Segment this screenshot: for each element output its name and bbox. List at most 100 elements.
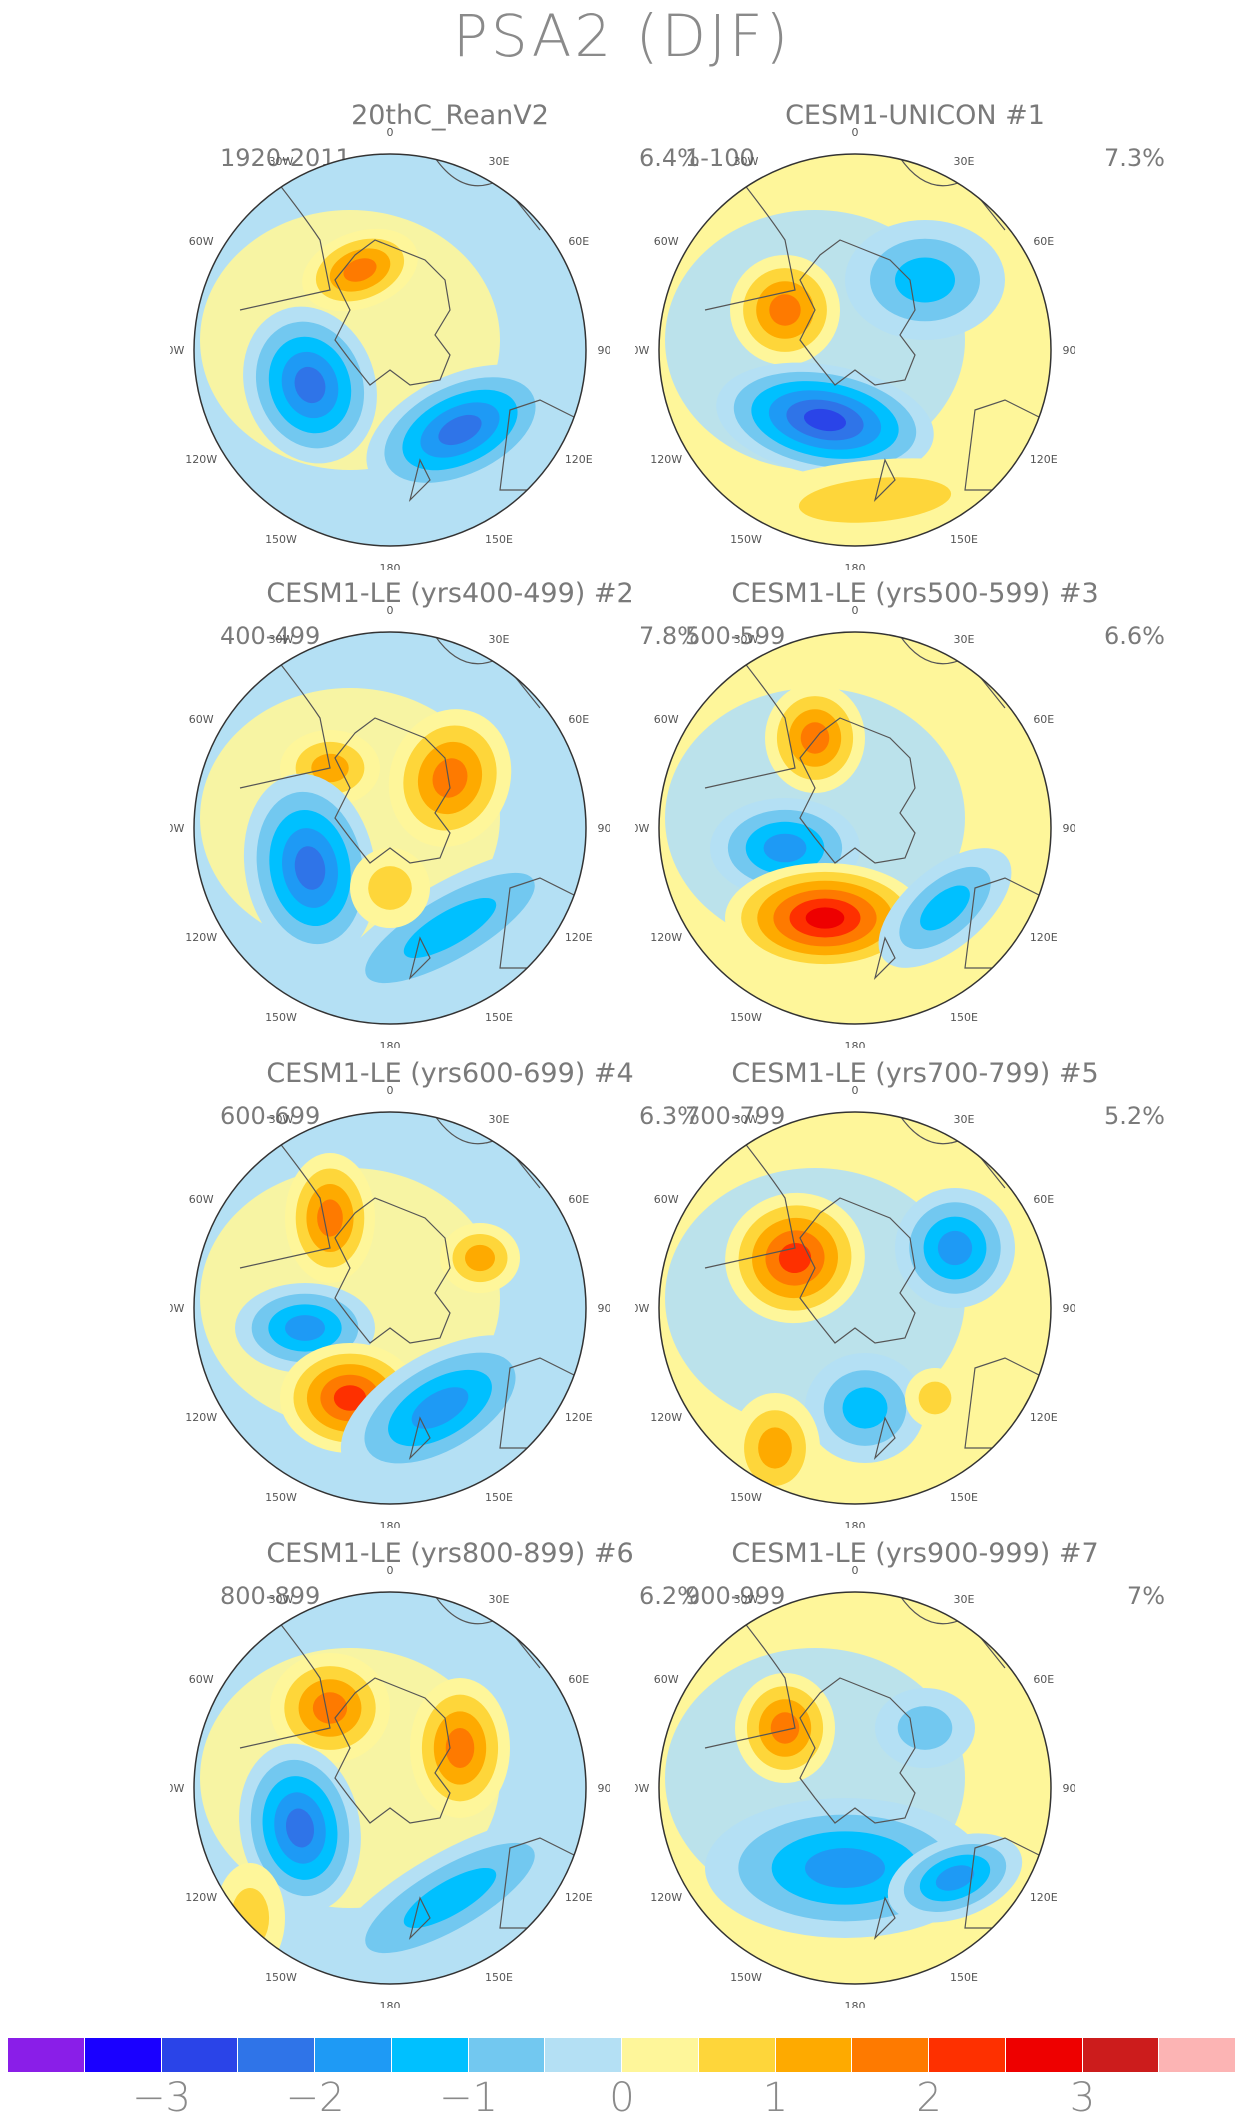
longitude-label: 30E xyxy=(489,1593,510,1606)
longitude-label: 30W xyxy=(269,1593,294,1606)
longitude-label: 120E xyxy=(565,1891,593,1904)
longitude-label: 60W xyxy=(654,1193,679,1206)
longitude-label: 90E xyxy=(1063,822,1075,835)
longitude-label: 120E xyxy=(565,1411,593,1424)
antarctica-outline xyxy=(799,717,916,864)
longitude-label: 150E xyxy=(950,1011,978,1024)
negative-anomaly xyxy=(842,1387,888,1429)
new-zealand-outline xyxy=(873,1896,896,1940)
longitude-label: 120W xyxy=(185,453,217,466)
positive-anomaly xyxy=(918,1381,952,1415)
colorbar-swatch xyxy=(698,2038,775,2072)
longitude-label: 150W xyxy=(730,1491,762,1504)
map-border xyxy=(193,153,587,547)
longitude-label: 0 xyxy=(852,604,859,617)
colorbar-tick-label: 3 xyxy=(1069,2075,1096,2121)
map-border xyxy=(193,631,587,1025)
panel-title: CESM1-LE (yrs600-699) #4 xyxy=(266,1058,634,1089)
longitude-label: 30E xyxy=(489,1113,510,1126)
longitude-label: 90W xyxy=(170,344,185,357)
negative-anomaly xyxy=(920,885,970,931)
longitude-label: 30W xyxy=(734,633,759,646)
positive-anomaly xyxy=(368,866,412,910)
polar-map: 0 30E 60E 90E 120E 150E 180 150W 120W 90W 60W 30W xyxy=(170,1564,610,2008)
longitude-label: 60W xyxy=(189,1673,214,1686)
positive-anomaly xyxy=(343,258,377,282)
longitude-label: 60E xyxy=(1033,1673,1054,1686)
longitude-label: 180 xyxy=(380,2000,401,2008)
colorbar-tick-label: −1 xyxy=(439,2075,498,2121)
longitude-label: 150E xyxy=(485,1491,513,1504)
negative-anomaly xyxy=(935,1865,975,1891)
panel-percent: 7.8% xyxy=(639,622,700,650)
longitude-label: 150W xyxy=(730,1011,762,1024)
colorbar-swatch xyxy=(468,2038,545,2072)
panel-period: 500-599 xyxy=(685,622,786,650)
panel-percent: 6.2% xyxy=(639,1582,700,1610)
colorbar-swatch xyxy=(8,2038,84,2072)
longitude-label: 90W xyxy=(635,1302,650,1315)
positive-anomaly xyxy=(770,1712,800,1744)
longitude-label: 60E xyxy=(1033,1193,1054,1206)
longitude-label: 0 xyxy=(852,1084,859,1097)
negative-anomaly xyxy=(895,257,955,303)
longitude-label: 60E xyxy=(1033,713,1054,726)
longitude-label: 90E xyxy=(1063,1782,1075,1795)
negative-anomaly xyxy=(411,1387,469,1429)
longitude-label: 120E xyxy=(1030,453,1058,466)
longitude-label: 60W xyxy=(654,713,679,726)
polar-map: 0 30E 60E 90E 120E 150E 180 150W 120W 90W 60W 30W xyxy=(170,126,610,570)
positive-anomaly xyxy=(778,1242,812,1274)
map-border xyxy=(658,1111,1052,1505)
colorbar-swatch xyxy=(852,2038,928,2072)
longitude-label: 0 xyxy=(852,1564,859,1577)
longitude-label: 150W xyxy=(265,1011,297,1024)
longitude-label: 60E xyxy=(568,1193,589,1206)
figure-title: PSA2 (DJF) xyxy=(452,2,792,70)
colorbar-swatch xyxy=(1005,2038,1082,2072)
map-panel: 20thC_ReanV21920-20116.4%030E60E90E120E1… xyxy=(170,100,730,570)
map-border xyxy=(193,1591,587,1985)
colorbar-swatch xyxy=(1082,2038,1159,2072)
longitude-label: 150W xyxy=(265,1971,297,1984)
positive-anomaly xyxy=(432,758,468,798)
panel-period: 800-899 xyxy=(220,1582,321,1610)
panel-percent: 6.4% xyxy=(639,144,700,172)
longitude-label: 30W xyxy=(269,633,294,646)
colorbar-swatch xyxy=(238,2038,314,2072)
longitude-label: 120W xyxy=(185,931,217,944)
longitude-label: 60W xyxy=(654,235,679,248)
longitude-label: 0 xyxy=(387,1564,394,1577)
negative-anomaly xyxy=(285,1808,315,1848)
longitude-label: 30W xyxy=(269,1113,294,1126)
positive-anomaly xyxy=(445,1728,475,1768)
longitude-label: 150E xyxy=(950,533,978,546)
new-zealand-outline xyxy=(408,1896,431,1940)
panel-title: CESM1-LE (yrs800-899) #6 xyxy=(266,1538,634,1569)
longitude-label: 120W xyxy=(650,1411,682,1424)
longitude-label: 180 xyxy=(845,1040,866,1048)
positive-anomaly xyxy=(805,907,845,929)
polar-map: 0 30E 60E 90E 120E 150E 180 150W 120W 90W 60W 30W xyxy=(170,1084,610,1528)
map-panel: CESM1-LE (yrs500-599) #3 500-599 6.6% 0 30E 6… xyxy=(635,578,1195,1048)
panel-percent: 6.6% xyxy=(1104,622,1165,650)
longitude-label: 120W xyxy=(650,1891,682,1904)
map-panel: CESM1-LE (yrs400-499) #2 400-499 7.8% 0 30E 6… xyxy=(170,578,730,1048)
longitude-label: 90W xyxy=(635,822,650,835)
longitude-label: 30E xyxy=(489,633,510,646)
positive-anomaly xyxy=(769,294,801,326)
longitude-label: 90W xyxy=(170,1782,185,1795)
longitude-label: 0 xyxy=(387,126,394,139)
longitude-label: 120W xyxy=(185,1891,217,1904)
colorbar-swatch xyxy=(315,2038,391,2072)
longitude-label: 90E xyxy=(598,1782,610,1795)
negative-anomaly xyxy=(438,414,482,446)
longitude-label: 180 xyxy=(845,562,866,570)
longitude-label: 60E xyxy=(1033,235,1054,248)
longitude-label: 150W xyxy=(730,533,762,546)
longitude-label: 120E xyxy=(1030,931,1058,944)
longitude-label: 120E xyxy=(565,931,593,944)
colorbar-tick-label: 1 xyxy=(762,2075,789,2121)
colorbar-swatch xyxy=(929,2038,1005,2072)
antarctica-outline xyxy=(334,717,451,864)
